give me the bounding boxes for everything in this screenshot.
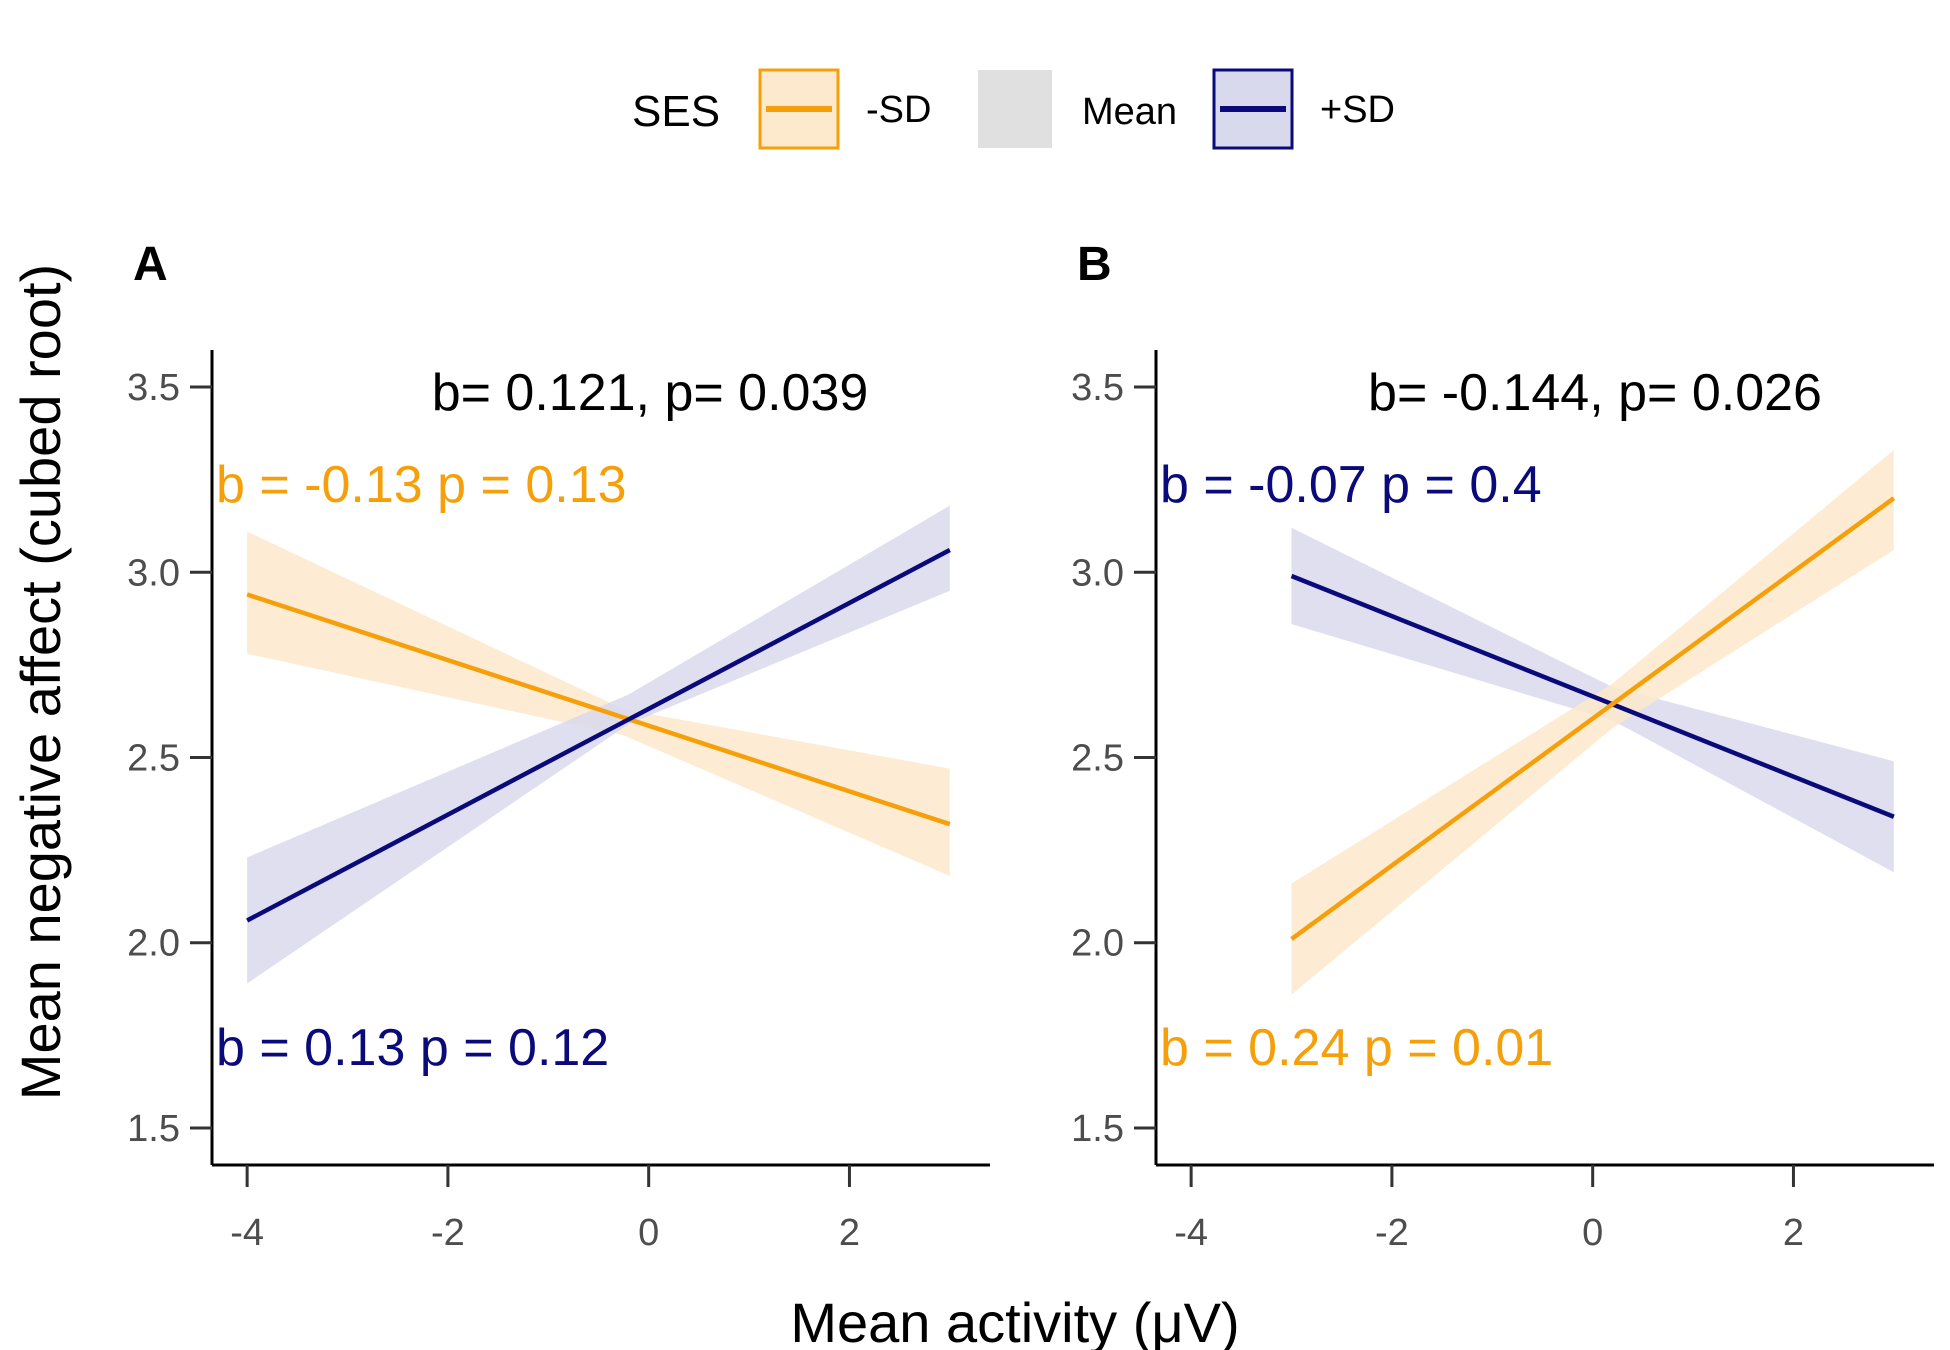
series-stat-label-high: b = -0.07 p = 0.4 xyxy=(1160,456,1542,514)
y-tick-label: 2.0 xyxy=(1071,923,1124,965)
panel-label: B xyxy=(1077,238,1112,291)
legend-label-low: -SD xyxy=(866,89,931,131)
panel-label: A xyxy=(133,238,168,291)
x-tick-label: 0 xyxy=(1582,1212,1603,1254)
x-tick-label: 2 xyxy=(1783,1212,1804,1254)
x-tick-label: 2 xyxy=(839,1212,860,1254)
legend-label-high: +SD xyxy=(1320,89,1395,131)
regression-line-low xyxy=(246,592,951,827)
panel-b: B b= -0.144, p= 0.026 b = -0.07 p = 0.4b… xyxy=(1071,238,1934,1254)
panel-annotation: b= -0.144, p= 0.026 xyxy=(1368,364,1822,422)
x-tick-label: 0 xyxy=(638,1212,659,1254)
regression-line-low xyxy=(1290,496,1896,941)
y-tick-label: 2.5 xyxy=(127,738,180,780)
series-stat-label-low: b = -0.13 p = 0.13 xyxy=(216,456,627,514)
plot-area: b = -0.13 p = 0.13 b = 0.13 p = 0.12 1.5 2.… xyxy=(127,350,990,1254)
ci-band-low xyxy=(247,531,950,876)
y-tick-label: 3.0 xyxy=(127,552,180,594)
x-tick-label: -2 xyxy=(1375,1212,1409,1254)
panel-annotation: b= 0.121, p= 0.039 xyxy=(432,364,869,422)
y-tick-label: 2.5 xyxy=(1071,738,1124,780)
legend-title: SES xyxy=(632,87,720,136)
y-tick-label: 3.0 xyxy=(1071,552,1124,594)
series-stat-label-high: b = 0.13 p = 0.12 xyxy=(216,1019,609,1077)
ci-band-high xyxy=(247,505,950,984)
legend-key-mean xyxy=(978,70,1052,148)
x-tick-label: -4 xyxy=(1174,1212,1208,1254)
y-tick-label: 3.5 xyxy=(1071,367,1124,409)
legend-label-mean: Mean xyxy=(1082,91,1177,133)
legend: SES -SD Mean +SD xyxy=(632,68,1395,150)
y-tick-label: 1.5 xyxy=(1071,1108,1124,1150)
regression-line-high xyxy=(1290,573,1895,819)
y-axis-title: Mean negative affect (cubed root) xyxy=(9,264,72,1100)
x-axis-title: Mean activity (μV) xyxy=(790,1291,1239,1350)
x-tick-label: -2 xyxy=(431,1212,465,1254)
ci-band-low xyxy=(1291,450,1894,995)
plot-area: b = -0.07 p = 0.4 b = 0.24 p = 0.01 1.5 2.0… xyxy=(1071,350,1934,1254)
y-tick-label: 2.0 xyxy=(127,923,180,965)
series-stat-label-low: b = 0.24 p = 0.01 xyxy=(1160,1019,1553,1077)
regression-line-high xyxy=(246,548,951,923)
y-tick-label: 1.5 xyxy=(127,1108,180,1150)
y-tick-label: 3.5 xyxy=(127,367,180,409)
panel-a: A b= 0.121, p= 0.039 b = -0.13 p = 0.13b… xyxy=(127,238,990,1254)
x-tick-label: -4 xyxy=(230,1212,264,1254)
